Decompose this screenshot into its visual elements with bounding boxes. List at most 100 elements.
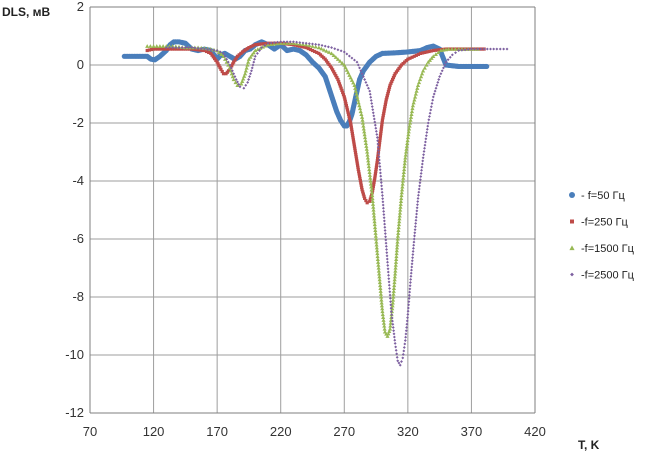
data-point (368, 197, 372, 201)
data-point (207, 50, 211, 55)
data-point (274, 41, 279, 45)
data-point (392, 335, 396, 339)
data-point (489, 47, 492, 51)
data-point (365, 155, 370, 160)
data-point (392, 274, 397, 279)
data-point (310, 48, 315, 53)
data-point (336, 77, 340, 82)
data-point (177, 46, 181, 50)
data-point (365, 83, 369, 87)
data-point (408, 115, 414, 119)
data-point (414, 89, 419, 93)
data-point (363, 138, 368, 143)
data-point (370, 193, 375, 198)
data-point (424, 62, 429, 67)
data-point (393, 271, 398, 276)
data-point (392, 277, 397, 282)
data-point (396, 231, 401, 235)
data-point (214, 58, 218, 62)
data-point (158, 47, 162, 51)
data-point (406, 132, 411, 137)
data-point (383, 102, 387, 106)
data-point (359, 112, 364, 116)
data-point (430, 101, 434, 105)
data-point (393, 265, 398, 270)
data-point (373, 123, 377, 127)
data-point (370, 102, 374, 105)
data-point (400, 187, 405, 192)
data-point (440, 47, 444, 52)
data-point (342, 62, 347, 67)
data-point (225, 57, 229, 61)
data-point (315, 50, 319, 55)
data-point (366, 164, 371, 169)
x-tick-label: 170 (206, 424, 228, 439)
data-point (433, 89, 437, 93)
data-point (379, 303, 384, 308)
data-point (266, 41, 270, 45)
data-point (222, 51, 225, 55)
data-point (384, 244, 388, 248)
data-point (156, 47, 160, 51)
data-point (416, 52, 421, 56)
data-point (369, 95, 373, 99)
data-point (411, 100, 416, 105)
data-point (380, 187, 384, 191)
data-point (252, 60, 256, 64)
data-point (168, 46, 171, 50)
data-point (198, 48, 202, 52)
data-point (498, 47, 502, 51)
data-point (341, 93, 346, 97)
data-point (251, 63, 255, 67)
data-point (409, 277, 413, 281)
data-point (413, 234, 416, 238)
data-point (425, 127, 429, 131)
data-point (449, 46, 455, 51)
data-point (420, 162, 424, 166)
data-point (369, 98, 373, 102)
data-point (377, 271, 382, 276)
data-point (485, 47, 489, 51)
data-point (400, 181, 405, 186)
data-point (160, 47, 164, 51)
data-point (367, 86, 370, 90)
data-point (416, 203, 419, 207)
data-point (348, 119, 352, 123)
data-point (412, 97, 417, 102)
data-point (375, 248, 380, 253)
data-point (379, 125, 384, 129)
data-point (408, 284, 412, 288)
data-point (373, 231, 378, 235)
data-point (453, 46, 458, 51)
data-point (230, 69, 234, 73)
data-point (253, 43, 257, 47)
data-point (372, 178, 377, 182)
data-point (250, 52, 255, 57)
data-point (405, 135, 411, 140)
data-point (365, 201, 369, 205)
data-point (379, 181, 383, 185)
data-point (391, 286, 397, 290)
data-point (386, 270, 390, 274)
data-point (291, 40, 295, 44)
data-point (349, 125, 353, 129)
legend-item: - f=50 Гц (569, 190, 625, 202)
data-point (420, 165, 424, 169)
data-point (375, 251, 380, 256)
x-tick-label: 420 (524, 424, 546, 439)
data-point (244, 65, 249, 70)
data-point (377, 143, 381, 147)
data-point (399, 193, 404, 198)
data-point (411, 253, 415, 256)
data-point (368, 92, 372, 96)
data-point (435, 48, 440, 52)
data-point (426, 60, 431, 64)
data-point (385, 334, 390, 338)
data-point (355, 163, 360, 167)
data-point (424, 134, 428, 138)
data-point (427, 58, 432, 62)
data-point (398, 199, 404, 203)
data-point (469, 47, 473, 51)
data-point (374, 167, 378, 171)
legend-label: - f=50 Гц (581, 190, 625, 202)
